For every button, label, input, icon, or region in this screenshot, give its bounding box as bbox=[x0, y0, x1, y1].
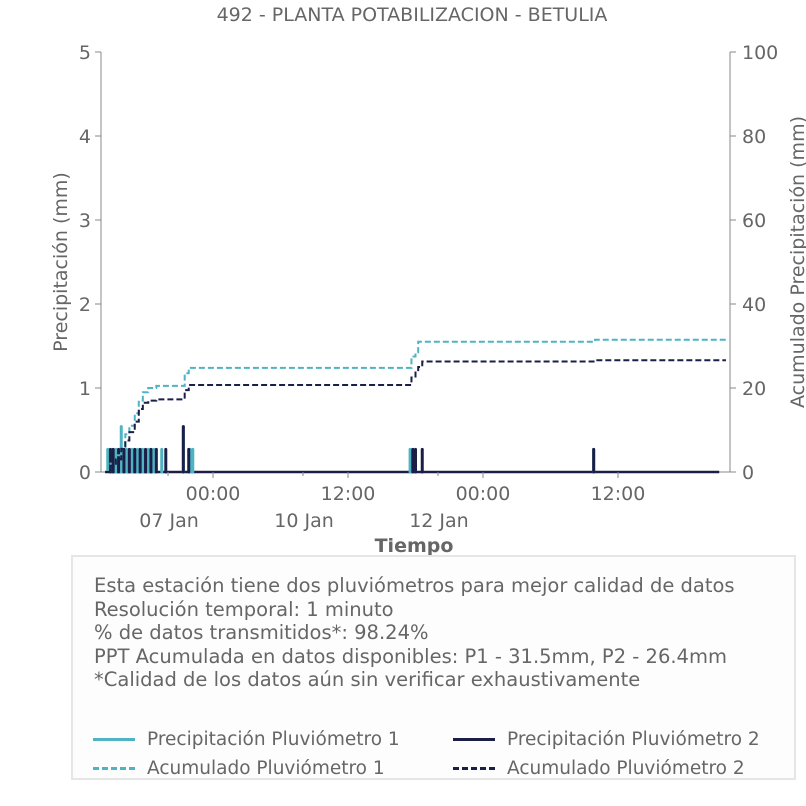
axis-ticks: 0 1 2 3 4 5 0 20 40 60 80 100 00:00 12:00 00:00 12:00 07… bbox=[79, 42, 778, 532]
x-date-label: 12 Jan bbox=[409, 510, 469, 532]
x-tick-label: 12:00 bbox=[321, 483, 376, 505]
chart-title: 492 - PLANTA POTABILIZACION - BETULIA bbox=[217, 4, 608, 26]
info-line: Resolución temporal: 1 minuto bbox=[94, 597, 394, 621]
x-date-label: 07 Jan bbox=[139, 510, 199, 532]
legend-item-cum-p1: Acumulado Pluviómetro 1 bbox=[93, 758, 385, 779]
legend-swatch bbox=[453, 738, 495, 741]
legend-swatch bbox=[93, 767, 135, 770]
y-tick-label-right: 40 bbox=[742, 294, 766, 316]
info-panel: Esta estación tiene dos pluviómetros par… bbox=[71, 555, 796, 780]
cumulative-line-p1 bbox=[105, 338, 726, 473]
y-tick-label-left: 3 bbox=[79, 210, 91, 232]
y-tick-label-right: 0 bbox=[742, 462, 754, 484]
x-date-label: 10 Jan bbox=[274, 510, 334, 532]
y-axis-label-right: Acumulado Precipitación (mm) bbox=[787, 116, 806, 408]
y-tick-label-left: 0 bbox=[79, 462, 91, 484]
legend-item-cum-p2: Acumulado Pluviómetro 2 bbox=[453, 758, 745, 779]
y-axis-label-left: Precipitación (mm) bbox=[50, 172, 72, 352]
y-tick-label-left: 2 bbox=[79, 294, 91, 316]
y-tick-label-left: 5 bbox=[79, 42, 91, 64]
rain-chart: 492 - PLANTA POTABILIZACION - BETULIA 0 1… bbox=[50, 4, 806, 555]
x-tick-label: 00:00 bbox=[456, 483, 511, 505]
cumulative-lines bbox=[105, 338, 726, 473]
legend-item-p1: Precipitación Pluviómetro 1 bbox=[93, 729, 400, 750]
x-tick-label: 12:00 bbox=[591, 483, 646, 505]
chart-axes bbox=[100, 52, 731, 473]
y-tick-label-right: 100 bbox=[742, 42, 778, 64]
info-line: Esta estación tiene dos pluviómetros par… bbox=[94, 574, 735, 597]
info-line: % de datos transmitidos*: 98.24% bbox=[94, 621, 429, 644]
y-tick-label-right: 80 bbox=[742, 126, 766, 148]
legend-swatch bbox=[93, 738, 135, 741]
info-line: *Calidad de los datos aún sin verificar … bbox=[94, 668, 641, 691]
cumulative-line-p2 bbox=[105, 359, 726, 473]
legend-label: Acumulado Pluviómetro 1 bbox=[147, 758, 385, 779]
legend-item-p2: Precipitación Pluviómetro 2 bbox=[453, 729, 760, 750]
legend-label: Acumulado Pluviómetro 2 bbox=[507, 758, 745, 779]
y-tick-label-right: 60 bbox=[742, 210, 766, 232]
legend-label: Precipitación Pluviómetro 1 bbox=[147, 729, 400, 750]
legend-swatch bbox=[453, 767, 495, 770]
y-tick-label-left: 4 bbox=[79, 126, 91, 148]
info-text: Esta estación tiene dos pluviómetros par… bbox=[94, 574, 735, 692]
x-axis-label: Tiempo bbox=[375, 535, 454, 555]
y-tick-label-left: 1 bbox=[79, 378, 91, 400]
chart-legend: Precipitación Pluviómetro 1 Precipitació… bbox=[93, 729, 793, 785]
precip-bars bbox=[105, 425, 720, 474]
y-tick-label-right: 20 bbox=[742, 378, 766, 400]
info-line: PPT Acumulada en datos disponibles: P1 -… bbox=[94, 644, 727, 668]
x-tick-label: 00:00 bbox=[186, 483, 241, 505]
legend-label: Precipitación Pluviómetro 2 bbox=[507, 729, 760, 750]
